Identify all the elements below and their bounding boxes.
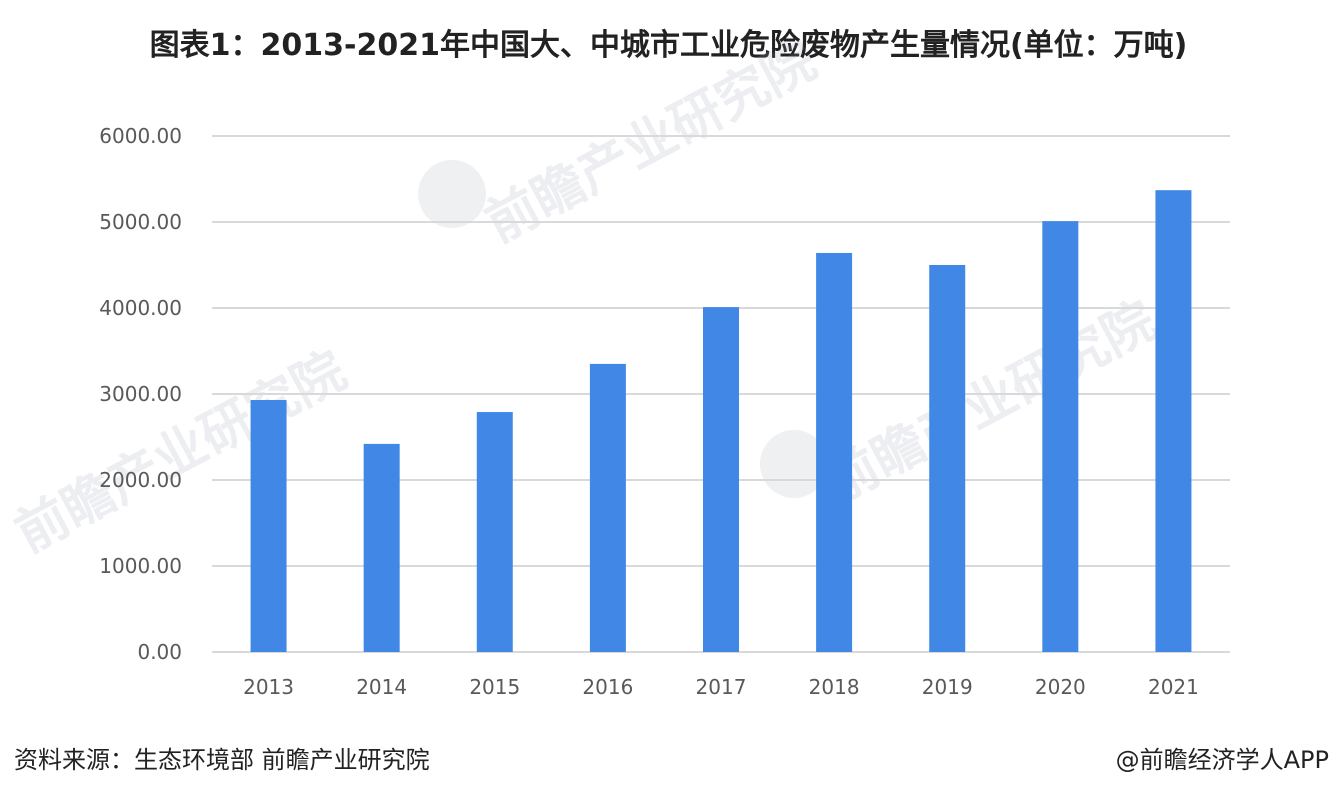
- bar-2014: [363, 443, 400, 652]
- bar-2018: [816, 252, 853, 652]
- x-axis-ticks: 2013 2014 2015 2016 2017 2018 2019 2020 2021: [243, 675, 1199, 699]
- bars: [250, 190, 1192, 652]
- y-tick-label: 3000.00: [99, 382, 182, 406]
- y-tick-label: 2000.00: [99, 468, 182, 492]
- bar-2019: [929, 265, 966, 652]
- bar-2016: [589, 363, 626, 652]
- x-tick-label: 2016: [582, 675, 633, 699]
- credit-note: @前瞻经济学人APP: [1115, 746, 1329, 774]
- y-tick-label: 1000.00: [99, 554, 182, 578]
- x-tick-label: 2020: [1035, 675, 1086, 699]
- bar-2015: [476, 412, 513, 652]
- chart-title: 图表1：2013-2021年中国大、中城市工业危险废物产生量情况(单位：万吨): [149, 28, 1188, 63]
- source-note: 资料来源：生态环境部 前瞻产业研究院: [14, 746, 430, 774]
- x-tick-label: 2013: [243, 675, 294, 699]
- y-tick-label: 4000.00: [99, 296, 182, 320]
- y-tick-label: 5000.00: [99, 210, 182, 234]
- x-tick-label: 2018: [809, 675, 860, 699]
- bar-2021: [1155, 190, 1192, 652]
- x-tick-label: 2021: [1148, 675, 1199, 699]
- x-tick-label: 2017: [696, 675, 747, 699]
- x-tick-label: 2014: [356, 675, 407, 699]
- bar-2017: [703, 307, 739, 652]
- x-tick-label: 2015: [469, 675, 520, 699]
- y-tick-label: 0.00: [137, 640, 182, 664]
- y-axis-ticks: 0.00 1000.00 2000.00 3000.00 4000.00 5000.00 6…: [99, 124, 182, 664]
- bar-2020: [1042, 221, 1079, 652]
- x-tick-label: 2019: [922, 675, 973, 699]
- bar-2013: [250, 400, 287, 652]
- y-tick-label: 6000.00: [99, 124, 182, 148]
